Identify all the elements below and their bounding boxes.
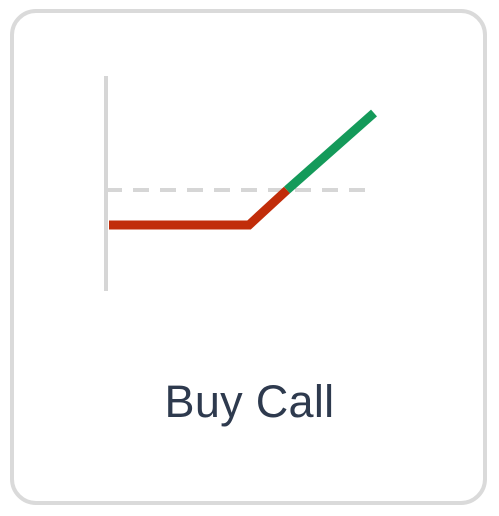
profit-segment <box>284 109 377 194</box>
strategy-card-buy-call[interactable] <box>10 9 487 505</box>
loss-segment <box>109 186 291 230</box>
strategy-name: Buy Call <box>164 376 335 427</box>
